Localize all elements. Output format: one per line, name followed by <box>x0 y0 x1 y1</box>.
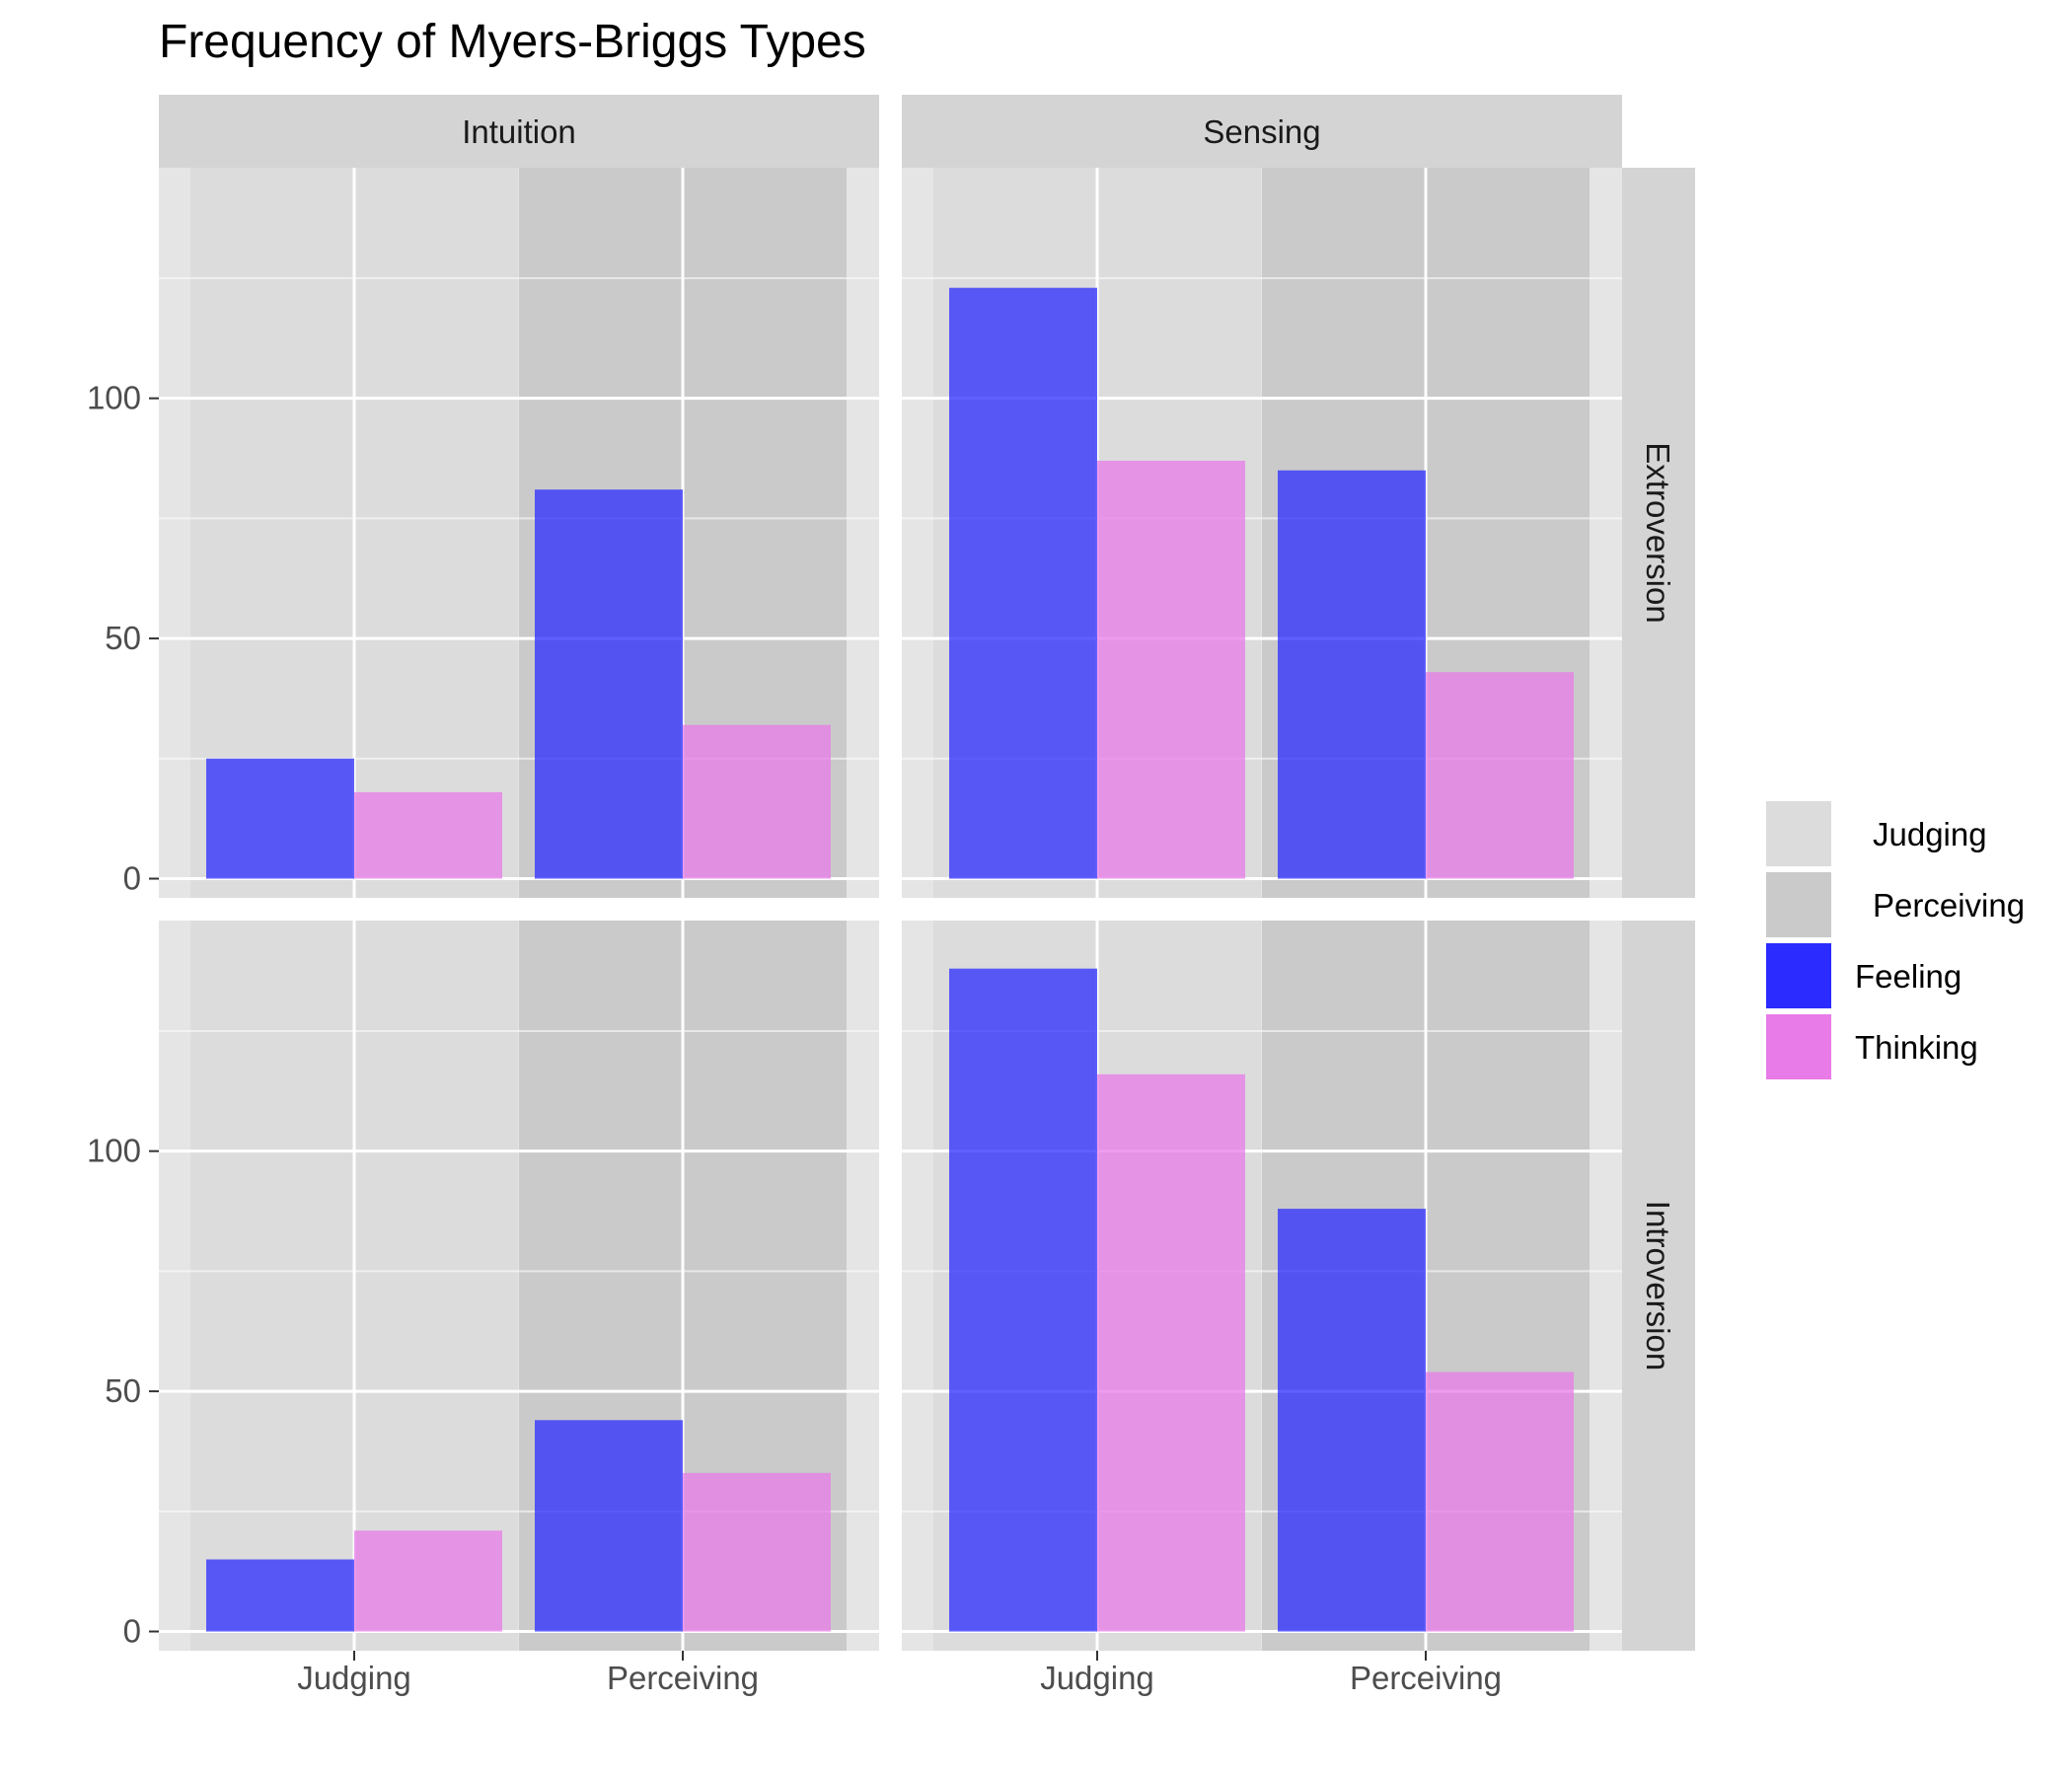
y-tick-label: 100 <box>87 380 141 416</box>
legend-key <box>1766 943 1831 1008</box>
legend-item-feeling: Feeling <box>1766 943 1961 1008</box>
bar-feeling-perceiving <box>535 489 683 879</box>
bar-thinking-judging <box>354 791 502 879</box>
strip-extroversion: Extroversion <box>1622 168 1695 898</box>
axes: 0 50 100 0 50 100 Judging Perceiving Judging Perc… <box>87 380 1502 1696</box>
bar-feeling-judging <box>206 758 354 879</box>
bar-thinking-judging <box>1097 460 1245 879</box>
chart-title: Frequency of Myers-Briggs Types <box>159 16 866 68</box>
legend-label: Thinking <box>1855 1029 1978 1066</box>
strip-label: Extroversion <box>1640 442 1676 623</box>
strip-label: Sensing <box>1203 113 1320 150</box>
bar-thinking-judging <box>1097 1073 1245 1632</box>
y-tick-label: 50 <box>105 620 141 656</box>
legend: Judging Perceiving Feeling Thinking <box>1766 801 2025 1079</box>
bar-feeling-perceiving <box>535 1420 683 1632</box>
legend-item-judging: Judging <box>1766 801 1987 866</box>
strip-background <box>902 95 1622 168</box>
panel-introversion-sensing <box>902 921 1622 1651</box>
legend-label: Judging <box>1873 816 1987 852</box>
x-tick-label: Perceiving <box>607 1660 759 1696</box>
strip-sensing: Sensing <box>902 95 1622 168</box>
y-tick-label: 0 <box>123 860 141 897</box>
bar-thinking-perceiving <box>683 1472 831 1632</box>
strip-background <box>159 95 879 168</box>
strip-background <box>1622 168 1695 898</box>
panel-introversion-intuition <box>159 921 879 1651</box>
strip-label: Intuition <box>462 113 576 150</box>
strip-introversion: Introversion <box>1622 921 1695 1651</box>
legend-key <box>1766 1014 1831 1079</box>
y-tick-label: 0 <box>123 1613 141 1650</box>
y-tick-label: 50 <box>105 1372 141 1409</box>
bar-feeling-judging <box>949 287 1097 879</box>
legend-item-thinking: Thinking <box>1766 1014 1978 1079</box>
x-tick-label: Judging <box>297 1660 411 1696</box>
bar-feeling-judging <box>206 1559 354 1632</box>
bar-thinking-perceiving <box>1426 672 1574 879</box>
facet-strips: Intuition Sensing Extroversion Introversion <box>159 95 1695 1651</box>
strip-intuition: Intuition <box>159 95 879 168</box>
y-tick-label: 100 <box>87 1133 141 1169</box>
legend-key <box>1766 801 1831 866</box>
bar-feeling-perceiving <box>1278 470 1426 879</box>
legend-key <box>1766 872 1831 937</box>
strip-background <box>1622 921 1695 1651</box>
panels <box>159 168 1622 1651</box>
x-tick-label: Judging <box>1040 1660 1154 1696</box>
legend-item-perceiving: Perceiving <box>1766 872 2025 937</box>
bar-feeling-judging <box>949 968 1097 1632</box>
panel-extroversion-sensing <box>902 168 1622 898</box>
bar-thinking-judging <box>354 1530 502 1632</box>
legend-label: Feeling <box>1855 958 1961 995</box>
strip-label: Introversion <box>1640 1201 1676 1370</box>
panel-extroversion-intuition <box>159 168 879 898</box>
bar-feeling-perceiving <box>1278 1209 1426 1632</box>
bar-thinking-perceiving <box>683 724 831 879</box>
x-tick-label: Perceiving <box>1350 1660 1502 1696</box>
bar-thinking-perceiving <box>1426 1371 1574 1632</box>
legend-label: Perceiving <box>1873 887 2025 924</box>
